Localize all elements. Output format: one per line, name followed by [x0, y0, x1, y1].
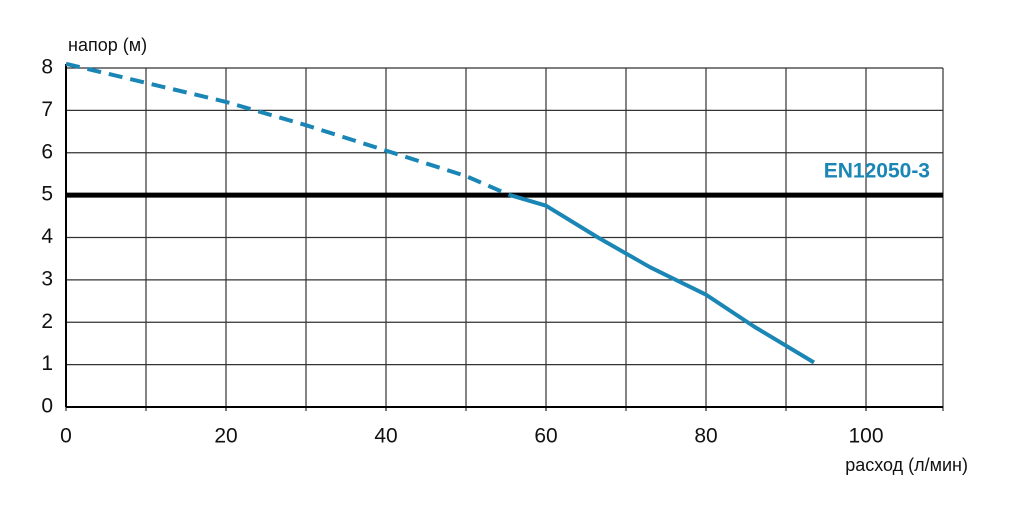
x-tick-label: 40 — [374, 425, 397, 448]
reference-label: EN12050-3 — [824, 160, 930, 183]
curve — [65, 61, 511, 197]
x-tick-label: 20 — [214, 425, 237, 448]
x-tick-label: 60 — [534, 425, 557, 448]
x-tick-label: 0 — [60, 425, 72, 448]
y-tick-label: 1 — [41, 352, 53, 375]
x-tick-label: 80 — [694, 425, 717, 448]
x-axis-label: расход (л/мин) — [845, 455, 968, 475]
y-tick-label: 2 — [41, 310, 53, 333]
y-tick-label: 7 — [41, 98, 53, 121]
y-tick-label: 3 — [41, 267, 53, 290]
y-tick-label: 4 — [41, 225, 53, 248]
y-axis-label: напор (м) — [68, 35, 147, 55]
y-tick-label: 6 — [41, 140, 53, 163]
x-tick-label: 100 — [848, 425, 883, 448]
curve — [509, 193, 816, 365]
y-tick-label: 0 — [41, 395, 53, 418]
y-tick-label: 8 — [41, 56, 53, 79]
y-tick-label: 5 — [41, 183, 53, 206]
